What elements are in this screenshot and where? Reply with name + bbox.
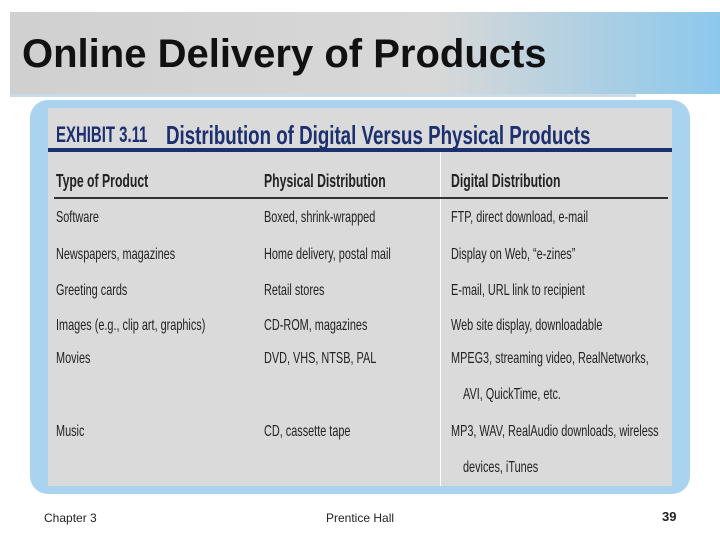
table-cell: Music	[56, 423, 85, 440]
table-cell: E-mail, URL link to recipient	[451, 282, 585, 299]
table-panel	[48, 108, 672, 486]
table-cell: Newspapers, magazines	[56, 246, 176, 263]
table-cell: Software	[56, 209, 99, 226]
table-cell: Retail stores	[264, 282, 325, 299]
footer-center: Prentice Hall	[326, 511, 395, 525]
table-cell: MPEG3, streaming video, RealNetworks,	[451, 350, 649, 367]
header-rule	[54, 197, 668, 199]
column-header: Digital Distribution	[451, 171, 561, 191]
exhibit-title: Distribution of Digital Versus Physical …	[166, 120, 591, 150]
table-cell: FTP, direct download, e-mail	[451, 209, 589, 226]
table-cell: Images (e.g., clip art, graphics)	[56, 317, 206, 334]
exhibit-rule	[48, 148, 672, 152]
column-header: Physical Distribution	[264, 171, 386, 191]
table-cell: Home delivery, postal mail	[264, 246, 391, 263]
title-rule	[10, 94, 636, 97]
title-bar	[10, 12, 720, 94]
table-cell: MP3, WAV, RealAudio downloads, wireless	[451, 423, 659, 440]
table-cell: CD-ROM, magazines	[264, 317, 368, 334]
table-cell: Boxed, shrink-wrapped	[264, 209, 376, 226]
table-cell: AVI, QuickTime, etc.	[463, 386, 561, 403]
table-cell: Greeting cards	[56, 282, 128, 299]
table-cell: CD, cassette tape	[264, 423, 351, 440]
table-cell: DVD, VHS, NTSB, PAL	[264, 350, 377, 367]
table-cell: Web site display, downloadable	[451, 317, 603, 334]
table-cell: Display on Web, “e-zines”	[451, 246, 576, 263]
slide-title: Online Delivery of Products	[22, 32, 547, 76]
exhibit-label: EXHIBIT 3.11	[56, 122, 148, 147]
footer-left: Chapter 3	[44, 511, 97, 525]
column-divider	[440, 152, 441, 486]
column-header: Type of Product	[56, 171, 149, 191]
table-cell: devices, iTunes	[463, 459, 539, 476]
table-cell: Movies	[56, 350, 91, 367]
page-number: 39	[662, 509, 677, 524]
